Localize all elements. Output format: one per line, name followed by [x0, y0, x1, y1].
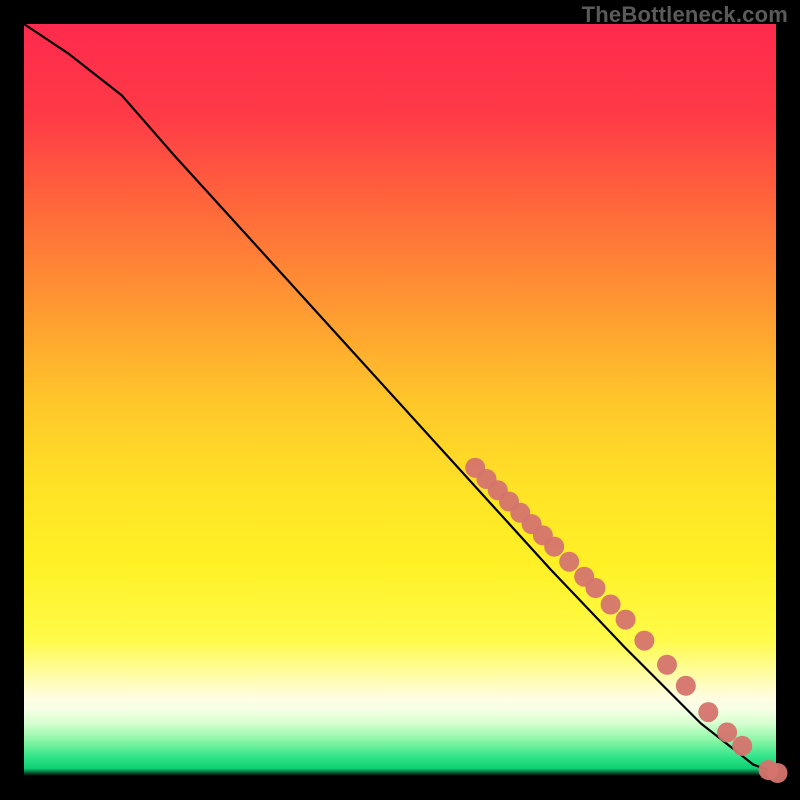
scatter-point [586, 578, 606, 598]
scatter-point [559, 552, 579, 572]
scatter-point [717, 722, 737, 742]
scatter-point [732, 736, 752, 756]
chart-svg [0, 0, 800, 800]
scatter-point [768, 763, 788, 783]
scatter-point [601, 595, 621, 615]
chart-stage: TheBottleneck.com [0, 0, 800, 800]
scatter-point [657, 655, 677, 675]
scatter-point [676, 676, 696, 696]
scatter-point [634, 631, 654, 651]
scatter-point [544, 537, 564, 557]
scatter-point [698, 702, 718, 722]
scatter-point [616, 610, 636, 630]
